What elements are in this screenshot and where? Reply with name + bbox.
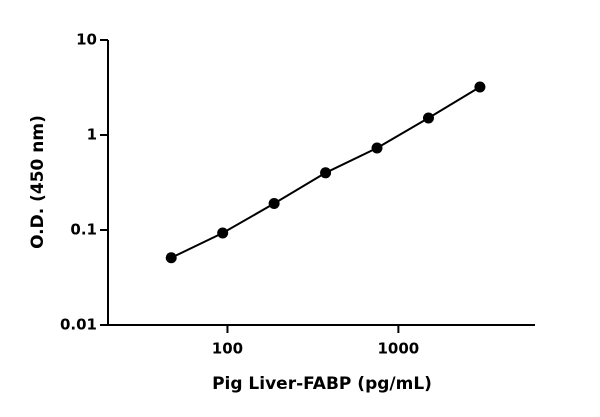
x-axis-title: Pig Liver-FABP (pg/mL) [212, 374, 432, 394]
y-tick-label: 1 [87, 126, 97, 144]
y-axis-title: O.D. (450 nm) [28, 115, 48, 249]
x-tick-label: 1000 [378, 340, 420, 358]
data-point [320, 167, 332, 179]
data-point [422, 112, 434, 124]
data-point [474, 81, 486, 93]
data-point [371, 142, 383, 154]
data-point [268, 198, 280, 210]
data-point [165, 252, 177, 264]
data-point [217, 227, 229, 239]
y-tick-label: 0.01 [60, 316, 97, 334]
y-tick-label: 0.1 [70, 221, 97, 239]
x-tick-label: 100 [212, 340, 243, 358]
y-tick-label: 10 [76, 31, 97, 49]
